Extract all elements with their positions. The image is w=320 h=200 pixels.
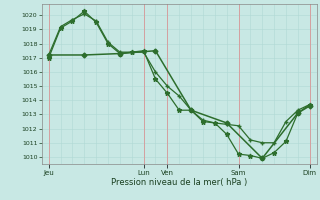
X-axis label: Pression niveau de la mer( hPa ): Pression niveau de la mer( hPa ): [111, 178, 247, 187]
